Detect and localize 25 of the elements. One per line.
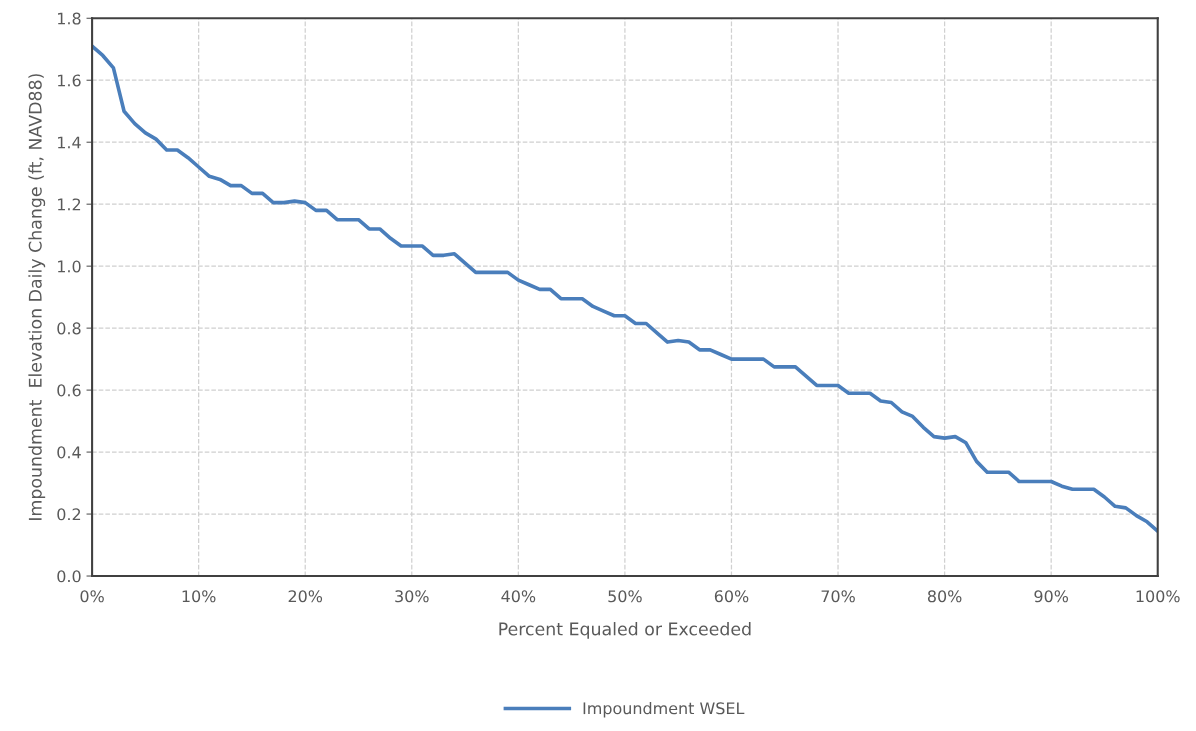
x-tick-label: 40%: [501, 590, 536, 603]
x-tick-label: 80%: [927, 590, 962, 603]
x-axis-title: Percent Equaled or Exceeded: [499, 622, 751, 639]
x-tick-label: 60%: [714, 590, 749, 603]
line-series: [92, 44, 1158, 533]
y-tick-label: 0.4: [57, 446, 81, 459]
x-tick-label: 0%: [80, 590, 104, 603]
x-tick-label: 30%: [395, 590, 429, 603]
y-axis-title: Impoundment Elevation Daily Change (ft, NAVD88): [28, 74, 46, 520]
y-tick-label: 0.2: [57, 508, 81, 521]
y-tick-label: 0.8: [57, 322, 81, 335]
x-tick-label: 90%: [1034, 590, 1069, 603]
x-tick-label: 50%: [608, 590, 642, 603]
y-tick-label: 1.8: [58, 12, 81, 25]
x-tick-label: 10%: [182, 590, 216, 603]
y-tick-label: 1.4: [58, 136, 81, 149]
x-tick-label: 100%: [1136, 590, 1180, 603]
y-tick-label: 1.6: [58, 74, 81, 87]
legend-label: Impoundment WSEL: [583, 701, 745, 718]
y-tick-label: 1.2: [58, 198, 81, 211]
y-tick-label: 1.0: [58, 260, 81, 273]
x-tick-label: 70%: [821, 590, 855, 603]
y-tick-label: 0.6: [57, 384, 81, 397]
x-tick-label: 20%: [288, 590, 323, 603]
y-tick-label: 0.0: [57, 570, 81, 583]
